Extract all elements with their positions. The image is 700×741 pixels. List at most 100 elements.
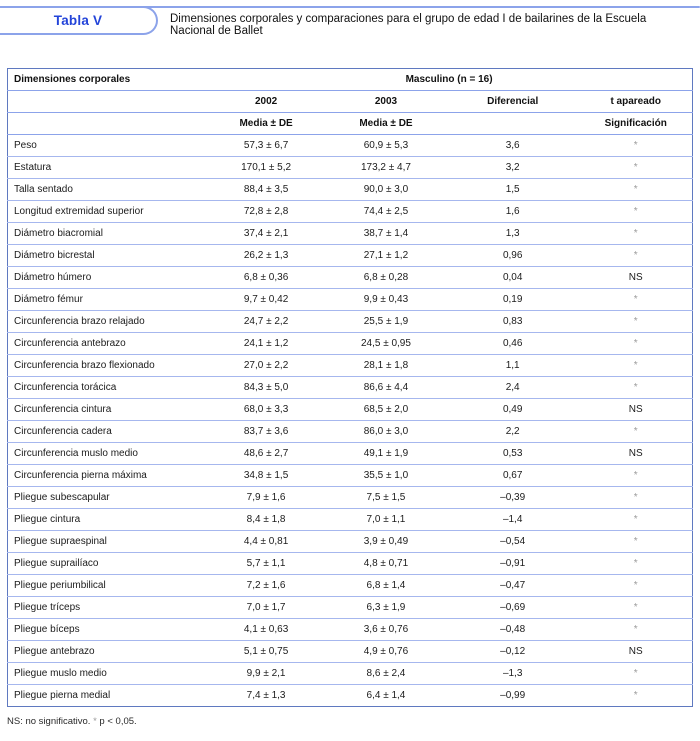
header-row-stats: Media ± DE Media ± DE Significación (7, 112, 693, 135)
cell-2003: 6,8 ± 0,28 (326, 266, 446, 289)
table-row: Pliegue muslo medio 9,9 ± 2,1 8,6 ± 2,4 –1,… (7, 662, 693, 685)
cell-2003: 4,8 ± 0,71 (326, 552, 446, 575)
table-number-label: Tabla V (53, 13, 103, 28)
cell-significacion: NS (579, 266, 693, 289)
cell-significacion: * (579, 552, 693, 575)
cell-diferencial: –0,69 (445, 596, 580, 619)
cell-diferencial: –0,91 (445, 552, 580, 575)
cell-2003: 24,5 ± 0,95 (326, 332, 446, 355)
cell-2003: 49,1 ± 1,9 (326, 442, 446, 465)
cell-diferencial: 3,2 (445, 156, 580, 179)
cell-significacion: NS (579, 398, 693, 421)
table-row: Pliegue bíceps 4,1 ± 0,63 3,6 ± 0,76 –0,48 * (7, 618, 693, 641)
cell-2003: 68,5 ± 2,0 (326, 398, 446, 421)
cell-diferencial: 1,1 (445, 354, 580, 377)
cell-significacion: * (579, 354, 693, 377)
cell-2002: 48,6 ± 2,7 (206, 442, 327, 465)
cell-2003: 9,9 ± 0,43 (326, 288, 446, 311)
cell-diferencial: 0,49 (445, 398, 580, 421)
cell-dimension: Diámetro húmero (7, 266, 207, 289)
table-row: Diámetro húmero 6,8 ± 0,36 6,8 ± 0,28 0,04 N… (7, 266, 693, 289)
cell-2002: 9,7 ± 0,42 (206, 288, 327, 311)
table-row: Circunferencia brazo relajado 24,7 ± 2,2 2… (7, 310, 693, 333)
cell-2003: 86,6 ± 4,4 (326, 376, 446, 399)
cell-2002: 5,7 ± 1,1 (206, 552, 327, 575)
caption-pill: Tabla V (0, 6, 158, 35)
cell-dimension: Pliegue cintura (7, 508, 207, 531)
cell-2003: 86,0 ± 3,0 (326, 420, 446, 443)
header-empty-1 (7, 90, 207, 113)
cell-2002: 7,4 ± 1,3 (246, 690, 286, 701)
cell-significacion: * (579, 376, 693, 399)
footnote-prefix: NS: no significativo. (7, 716, 94, 727)
body-dimensions-table: Dimensiones corporales Masculino (n = 16… (7, 68, 693, 707)
cell-diferencial: –0,99 (500, 690, 526, 701)
cell-significacion: * (579, 332, 693, 355)
cell-2003: 3,9 ± 0,49 (326, 530, 446, 553)
cell-diferencial: –0,54 (445, 530, 580, 553)
cell-diferencial: 1,3 (445, 222, 580, 245)
header-empty-3 (445, 112, 580, 135)
cell-diferencial: 2,4 (445, 376, 580, 399)
table-row: Circunferencia cadera 83,7 ± 3,6 86,0 ± 3,… (7, 420, 693, 443)
cell-diferencial: 0,19 (445, 288, 580, 311)
cell-dimension: Circunferencia pierna máxima (7, 464, 207, 487)
header-media-de-2002: Media ± DE (206, 112, 327, 135)
footnote: NS: no significativo. * p < 0,05. (7, 716, 693, 727)
cell-dimension: Pliegue antebrazo (7, 640, 207, 663)
cell-2003: 6,8 ± 1,4 (326, 574, 446, 597)
cell-diferencial: –0,48 (445, 618, 580, 641)
cell-2002: 8,4 ± 1,8 (206, 508, 327, 531)
cell-2003: 3,6 ± 0,76 (326, 618, 446, 641)
cell-2003: 28,1 ± 1,8 (326, 354, 446, 377)
table-row: Circunferencia pierna máxima 34,8 ± 1,5 35… (7, 464, 693, 487)
cell-2003: 35,5 ± 1,0 (326, 464, 446, 487)
cell-diferencial: –0,39 (445, 486, 580, 509)
caption-text: Dimensiones corporales y comparaciones p… (170, 13, 647, 37)
cell-2003: 7,5 ± 1,5 (326, 486, 446, 509)
cell-significacion: * (633, 690, 638, 701)
table-caption: Tabla V Dimensiones corporales y compara… (0, 6, 700, 37)
cell-2002: 27,0 ± 2,2 (206, 354, 327, 377)
cell-significacion: * (579, 156, 693, 179)
cell-dimension: Pliegue subescapular (7, 486, 207, 509)
cell-diferencial: 0,46 (445, 332, 580, 355)
table-row: Pliegue cintura 8,4 ± 1,8 7,0 ± 1,1 –1,4 * (7, 508, 693, 531)
table-row: Diámetro bicrestal 26,2 ± 1,3 27,1 ± 1,2 0,… (7, 244, 693, 267)
table-row: Circunferencia brazo flexionado 27,0 ± 2,… (7, 354, 693, 377)
cell-significacion: * (579, 574, 693, 597)
cell-2002: 68,0 ± 3,3 (206, 398, 327, 421)
cell-significacion: * (579, 486, 693, 509)
cell-dimension: Diámetro fémur (7, 288, 207, 311)
cell-diferencial: 0,53 (445, 442, 580, 465)
cell-dimension: Pliegue pierna medial (14, 690, 111, 701)
cell-diferencial: 0,04 (445, 266, 580, 289)
cell-2003: 90,0 ± 3,0 (326, 178, 446, 201)
cell-significacion: * (579, 288, 693, 311)
header-empty-2 (7, 112, 207, 135)
header-dimensiones: Dimensiones corporales (7, 68, 207, 91)
cell-significacion: * (579, 178, 693, 201)
cell-significacion: * (579, 508, 693, 531)
header-row-group: Dimensiones corporales Masculino (n = 16… (7, 68, 693, 91)
table-row: Pliegue suprailíaco 5,7 ± 1,1 4,8 ± 0,71 –0… (7, 552, 693, 575)
cell-2002: 9,9 ± 2,1 (206, 662, 327, 685)
table-row: Diámetro biacromial 37,4 ± 2,1 38,7 ± 1,4 1… (7, 222, 693, 245)
cell-2003: 6,4 ± 1,4 (366, 690, 406, 701)
cell-diferencial: 2,2 (445, 420, 580, 443)
table-row: Pliegue antebrazo 5,1 ± 0,75 4,9 ± 0,76 –0,… (7, 640, 693, 663)
cell-dimension: Pliegue suprailíaco (7, 552, 207, 575)
cell-significacion: * (579, 310, 693, 333)
table-row: Circunferencia muslo medio 48,6 ± 2,7 49,1… (7, 442, 693, 465)
header-t-apareado: t apareado (579, 90, 693, 113)
cell-2003: 7,0 ± 1,1 (326, 508, 446, 531)
cell-dimension: Pliegue periumbilical (7, 574, 207, 597)
cell-2002: 57,3 ± 6,7 (206, 134, 327, 157)
cell-2002: 24,7 ± 2,2 (206, 310, 327, 333)
cell-diferencial: 0,83 (445, 310, 580, 333)
cell-dimension: Pliegue supraespinal (7, 530, 207, 553)
table-body: Peso 57,3 ± 6,7 60,9 ± 5,3 3,6 * Estatura 170,… (7, 134, 693, 707)
cell-2002: 88,4 ± 3,5 (206, 178, 327, 201)
cell-dimension: Diámetro bicrestal (7, 244, 207, 267)
